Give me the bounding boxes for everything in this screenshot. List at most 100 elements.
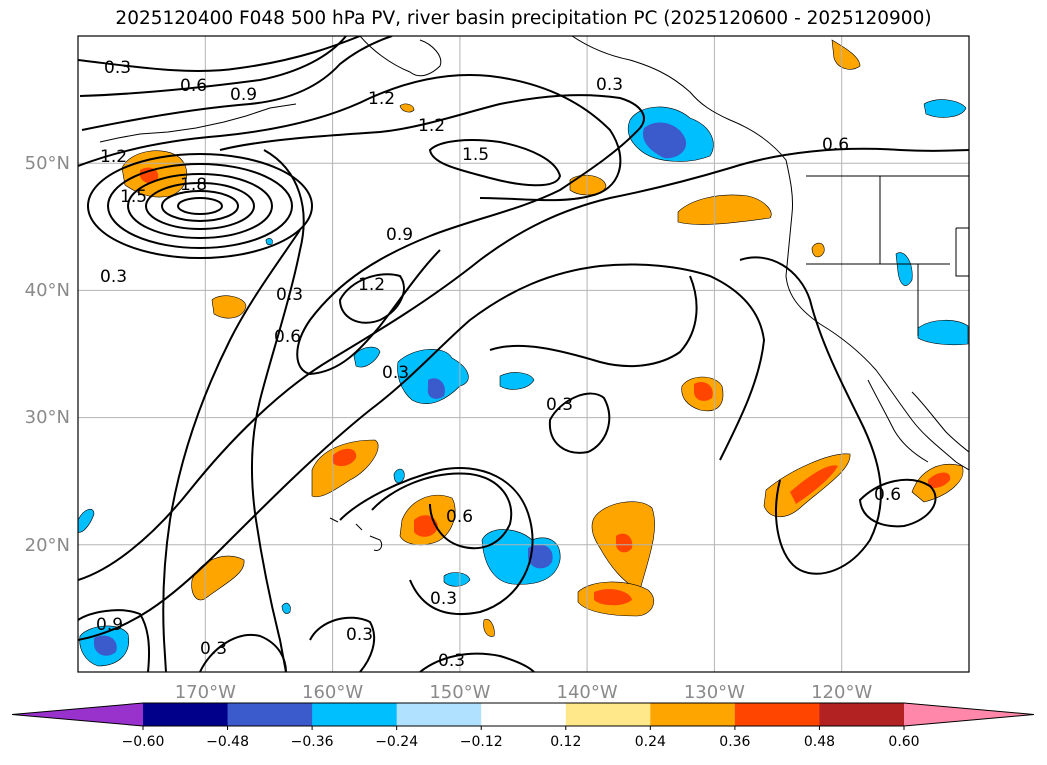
pv-contour-0.6 [858, 478, 937, 528]
precip-blob [311, 439, 379, 498]
colorbar-bin [143, 703, 229, 726]
lon-tick-label: 150°W [429, 682, 490, 703]
precip-blob [483, 618, 495, 637]
colorbar-tick-label: −0.36 [291, 734, 334, 750]
pv-contour-0.3 [548, 392, 611, 454]
contour-label: 1.2 [418, 116, 445, 136]
pv-contour-0.6 [371, 472, 513, 550]
contour-label: 0.6 [180, 76, 207, 96]
precip-blob [281, 602, 291, 614]
colorbar-bin [819, 703, 905, 726]
pv-contour-0.6 [250, 149, 305, 672]
colorbar-tick-label: 0.48 [804, 734, 835, 750]
pv-ring [107, 163, 293, 249]
precip-blob [265, 238, 273, 246]
coastlines [99, 36, 969, 551]
gridlines [78, 36, 969, 672]
hawaii-islands [329, 517, 383, 551]
pv-maximum-rings [87, 153, 313, 259]
precip-blob [895, 252, 913, 286]
pv-contour-0.3 [309, 616, 376, 672]
precip-blob [811, 242, 825, 258]
precip-core [427, 378, 445, 399]
contour-label: 1.5 [462, 145, 489, 165]
precip-blob [78, 508, 95, 533]
lon-tick-label: 120°W [811, 682, 872, 703]
precip-core [642, 122, 687, 159]
pv-contour-0.6 [79, 36, 347, 97]
pv-contour-0.3 [419, 652, 535, 672]
contour-label: 0.9 [386, 225, 413, 245]
colorbar-bin [481, 703, 567, 726]
colorbar-bin [650, 703, 736, 726]
precip-blob [499, 372, 535, 390]
pv-contour-0.6 [78, 147, 969, 581]
precip-blob [191, 555, 245, 601]
lat-tick-label: 40°N [25, 280, 70, 301]
contour-label: 0.9 [96, 615, 123, 635]
contour-label: 0.6 [446, 507, 473, 527]
pv-contour-0.3 [162, 229, 301, 672]
contour-label: 0.6 [274, 327, 301, 347]
colorbar-bin [734, 703, 820, 726]
baja-peninsula [867, 379, 929, 463]
pv-ring [127, 173, 273, 239]
pv-contour-0.3 [199, 633, 287, 672]
pv-contour-1.2 [78, 73, 622, 202]
contour-label: 1.5 [120, 187, 147, 207]
pv-contours [78, 36, 969, 672]
colorbar-tick-label: −0.24 [375, 734, 418, 750]
map-title: 2025120400 F048 500 hPa PV, river basin … [115, 8, 932, 29]
precip-core [694, 381, 713, 401]
lat-tick-label: 30°N [25, 407, 70, 428]
precip-core [594, 589, 632, 606]
longitude-labels: 170°W 160°W 150°W 140°W 130°W 120°W [175, 682, 873, 703]
precip-core [616, 533, 633, 553]
colorbar-extend-under [12, 703, 143, 726]
colorbar-bin [396, 703, 482, 726]
colorbar-bin [565, 703, 651, 726]
contour-label: 1.2 [358, 275, 385, 295]
pv-contour-0.9 [219, 94, 645, 376]
aleutian-islands [99, 103, 297, 143]
colorbar-tick-label: −0.48 [206, 734, 249, 750]
colorbar-tick-label: 0.36 [719, 734, 750, 750]
precip-core [414, 515, 438, 537]
lat-tick-label: 50°N [25, 153, 70, 174]
colorbar-extend-over [904, 703, 1034, 726]
pv-contour-0.3 [78, 36, 361, 72]
contour-labels: 0.3 0.6 0.9 1.2 1.2 1.5 1.2 1.8 1.5 0.9 … [96, 58, 901, 671]
precip-core [928, 472, 951, 488]
state-border [955, 227, 969, 277]
pv-contour-0.6 [739, 256, 882, 575]
precip-core [790, 465, 838, 504]
contour-label: 1.2 [100, 147, 127, 167]
precip-blob [923, 99, 967, 118]
precip-blob [831, 39, 861, 70]
precip-blob [393, 468, 405, 484]
precip-core [94, 635, 117, 656]
pv-ring [161, 190, 239, 222]
colorbar-tick-label: 0.60 [888, 734, 919, 750]
lon-tick-label: 160°W [302, 682, 363, 703]
pv-contour-0.3 [78, 263, 766, 641]
precip-blob [917, 319, 969, 346]
colorbar-tick-label: 0.12 [550, 734, 581, 750]
contour-label: 1.8 [180, 175, 207, 195]
north-america-coast [571, 36, 969, 471]
precip-core [332, 448, 357, 467]
contour-label: 0.3 [546, 395, 573, 415]
contour-label: 0.3 [382, 363, 409, 383]
pv-contour-1.2 [338, 273, 405, 324]
contour-label: 0.6 [874, 485, 901, 505]
contour-label: 0.9 [230, 85, 257, 105]
pv-contour-0.3 [339, 467, 534, 616]
contour-label: 1.2 [368, 89, 395, 109]
colorbar-bin [227, 703, 313, 726]
contour-label: 0.3 [346, 625, 373, 645]
contour-label: 0.3 [276, 285, 303, 305]
pv-contour-0.3 [489, 275, 698, 368]
contour-label: 0.3 [430, 589, 457, 609]
colorbar: −0.60 −0.48 −0.36 −0.24 −0.12 0.12 0.24 0.36 0.4… [11, 702, 1035, 750]
